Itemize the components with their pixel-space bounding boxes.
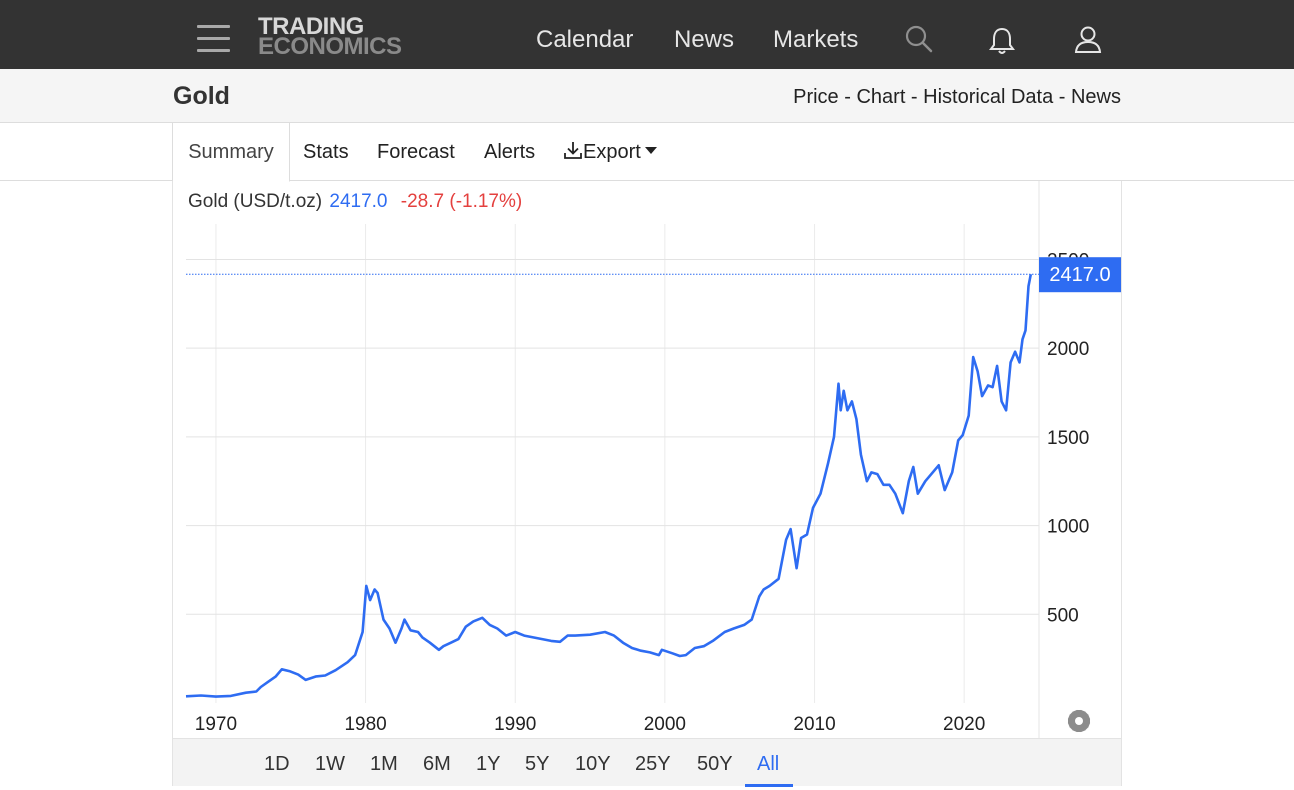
x-tick-label: 1970 xyxy=(195,714,237,735)
breadcrumb-historical-data[interactable]: Historical Data xyxy=(923,86,1054,108)
breadcrumb-separator: - xyxy=(1053,86,1071,108)
breadcrumb: Price - Chart - Historical Data - News xyxy=(793,86,1121,109)
breadcrumb-price[interactable]: Price xyxy=(793,86,839,108)
download-icon xyxy=(564,142,582,159)
search-icon[interactable] xyxy=(904,24,934,54)
y-tick-label: 1500 xyxy=(1047,428,1089,449)
chevron-down-icon xyxy=(644,147,657,155)
legend-change: -28.7 (-1.17%) xyxy=(400,191,523,212)
nav-markets[interactable]: Markets xyxy=(773,26,859,53)
y-tick-label: 2000 xyxy=(1047,339,1089,360)
bell-icon[interactable] xyxy=(987,26,1017,56)
range-button-1w[interactable]: 1W xyxy=(315,753,345,775)
breadcrumb-separator: - xyxy=(838,86,857,108)
chart-legend: Gold (USD/t.oz) 2417.0 -28.7 (-1.17%) xyxy=(188,191,522,213)
range-button-6m[interactable]: 6M xyxy=(423,753,451,775)
trading-economics-logo[interactable]: TRADING ECONOMICS xyxy=(258,13,402,60)
legend-series-name: Gold (USD/t.oz) xyxy=(188,191,323,212)
hamburger-menu-icon[interactable] xyxy=(197,25,230,52)
y-tick-label: 1000 xyxy=(1047,517,1089,538)
range-button-all[interactable]: All xyxy=(757,753,780,775)
gear-icon[interactable] xyxy=(1067,709,1091,733)
top-navigation-bar: TRADING ECONOMICS Calendar News Markets xyxy=(0,0,1294,69)
x-tick-label: 1990 xyxy=(494,714,536,735)
range-button-1y[interactable]: 1Y xyxy=(476,753,501,775)
title-bar: Gold Price - Chart - Historical Data - N… xyxy=(0,69,1294,123)
price-series-line xyxy=(185,273,1033,698)
tab-forecast[interactable]: Forecast xyxy=(377,141,455,163)
y-tick-label: 500 xyxy=(1047,605,1079,626)
tab-alerts[interactable]: Alerts xyxy=(484,141,536,163)
logo-line-1: TRADING xyxy=(258,13,364,40)
last-price-label-box xyxy=(1039,257,1121,293)
range-button-10y[interactable]: 10Y xyxy=(575,753,611,775)
x-tick-label: 1980 xyxy=(344,714,386,735)
legend-price: 2417.0 xyxy=(329,191,388,212)
range-button-1d[interactable]: 1D xyxy=(264,753,290,775)
user-icon[interactable] xyxy=(1073,24,1103,54)
tabs-row: Summary Stats Forecast Alerts Export xyxy=(0,123,1294,182)
range-button-5y[interactable]: 5Y xyxy=(525,753,550,775)
tab-export[interactable]: Export xyxy=(563,123,657,181)
tab-stats[interactable]: Stats xyxy=(303,141,349,163)
breadcrumb-separator: - xyxy=(905,86,924,108)
breadcrumb-news[interactable]: News xyxy=(1070,86,1121,108)
logo-line-2: ECONOMICS xyxy=(258,33,402,60)
x-tick-label: 2020 xyxy=(943,714,985,735)
x-tick-label: 2010 xyxy=(793,714,835,735)
page-title: Gold xyxy=(173,82,230,110)
x-tick-label: 2000 xyxy=(644,714,686,735)
range-button-1m[interactable]: 1M xyxy=(370,753,398,775)
range-button-50y[interactable]: 50Y xyxy=(697,753,733,775)
last-price-label: 2417.0 xyxy=(1049,264,1110,286)
export-label: Export xyxy=(583,141,641,163)
range-button-25y[interactable]: 25Y xyxy=(635,753,671,775)
nav-news[interactable]: News xyxy=(674,26,735,53)
tab-summary[interactable]: Summary xyxy=(172,123,290,182)
range-active-underline xyxy=(745,784,793,787)
price-chart[interactable]: 5001000150020002500197019801990200020102… xyxy=(173,181,1121,738)
nav-calendar[interactable]: Calendar xyxy=(536,26,634,53)
chart-panel: 5001000150020002500197019801990200020102… xyxy=(172,181,1122,787)
breadcrumb-chart[interactable]: Chart xyxy=(856,86,906,108)
range-selector: 1D 1W 1M 6M 1Y 5Y 10Y 25Y 50Y All xyxy=(173,738,1121,787)
